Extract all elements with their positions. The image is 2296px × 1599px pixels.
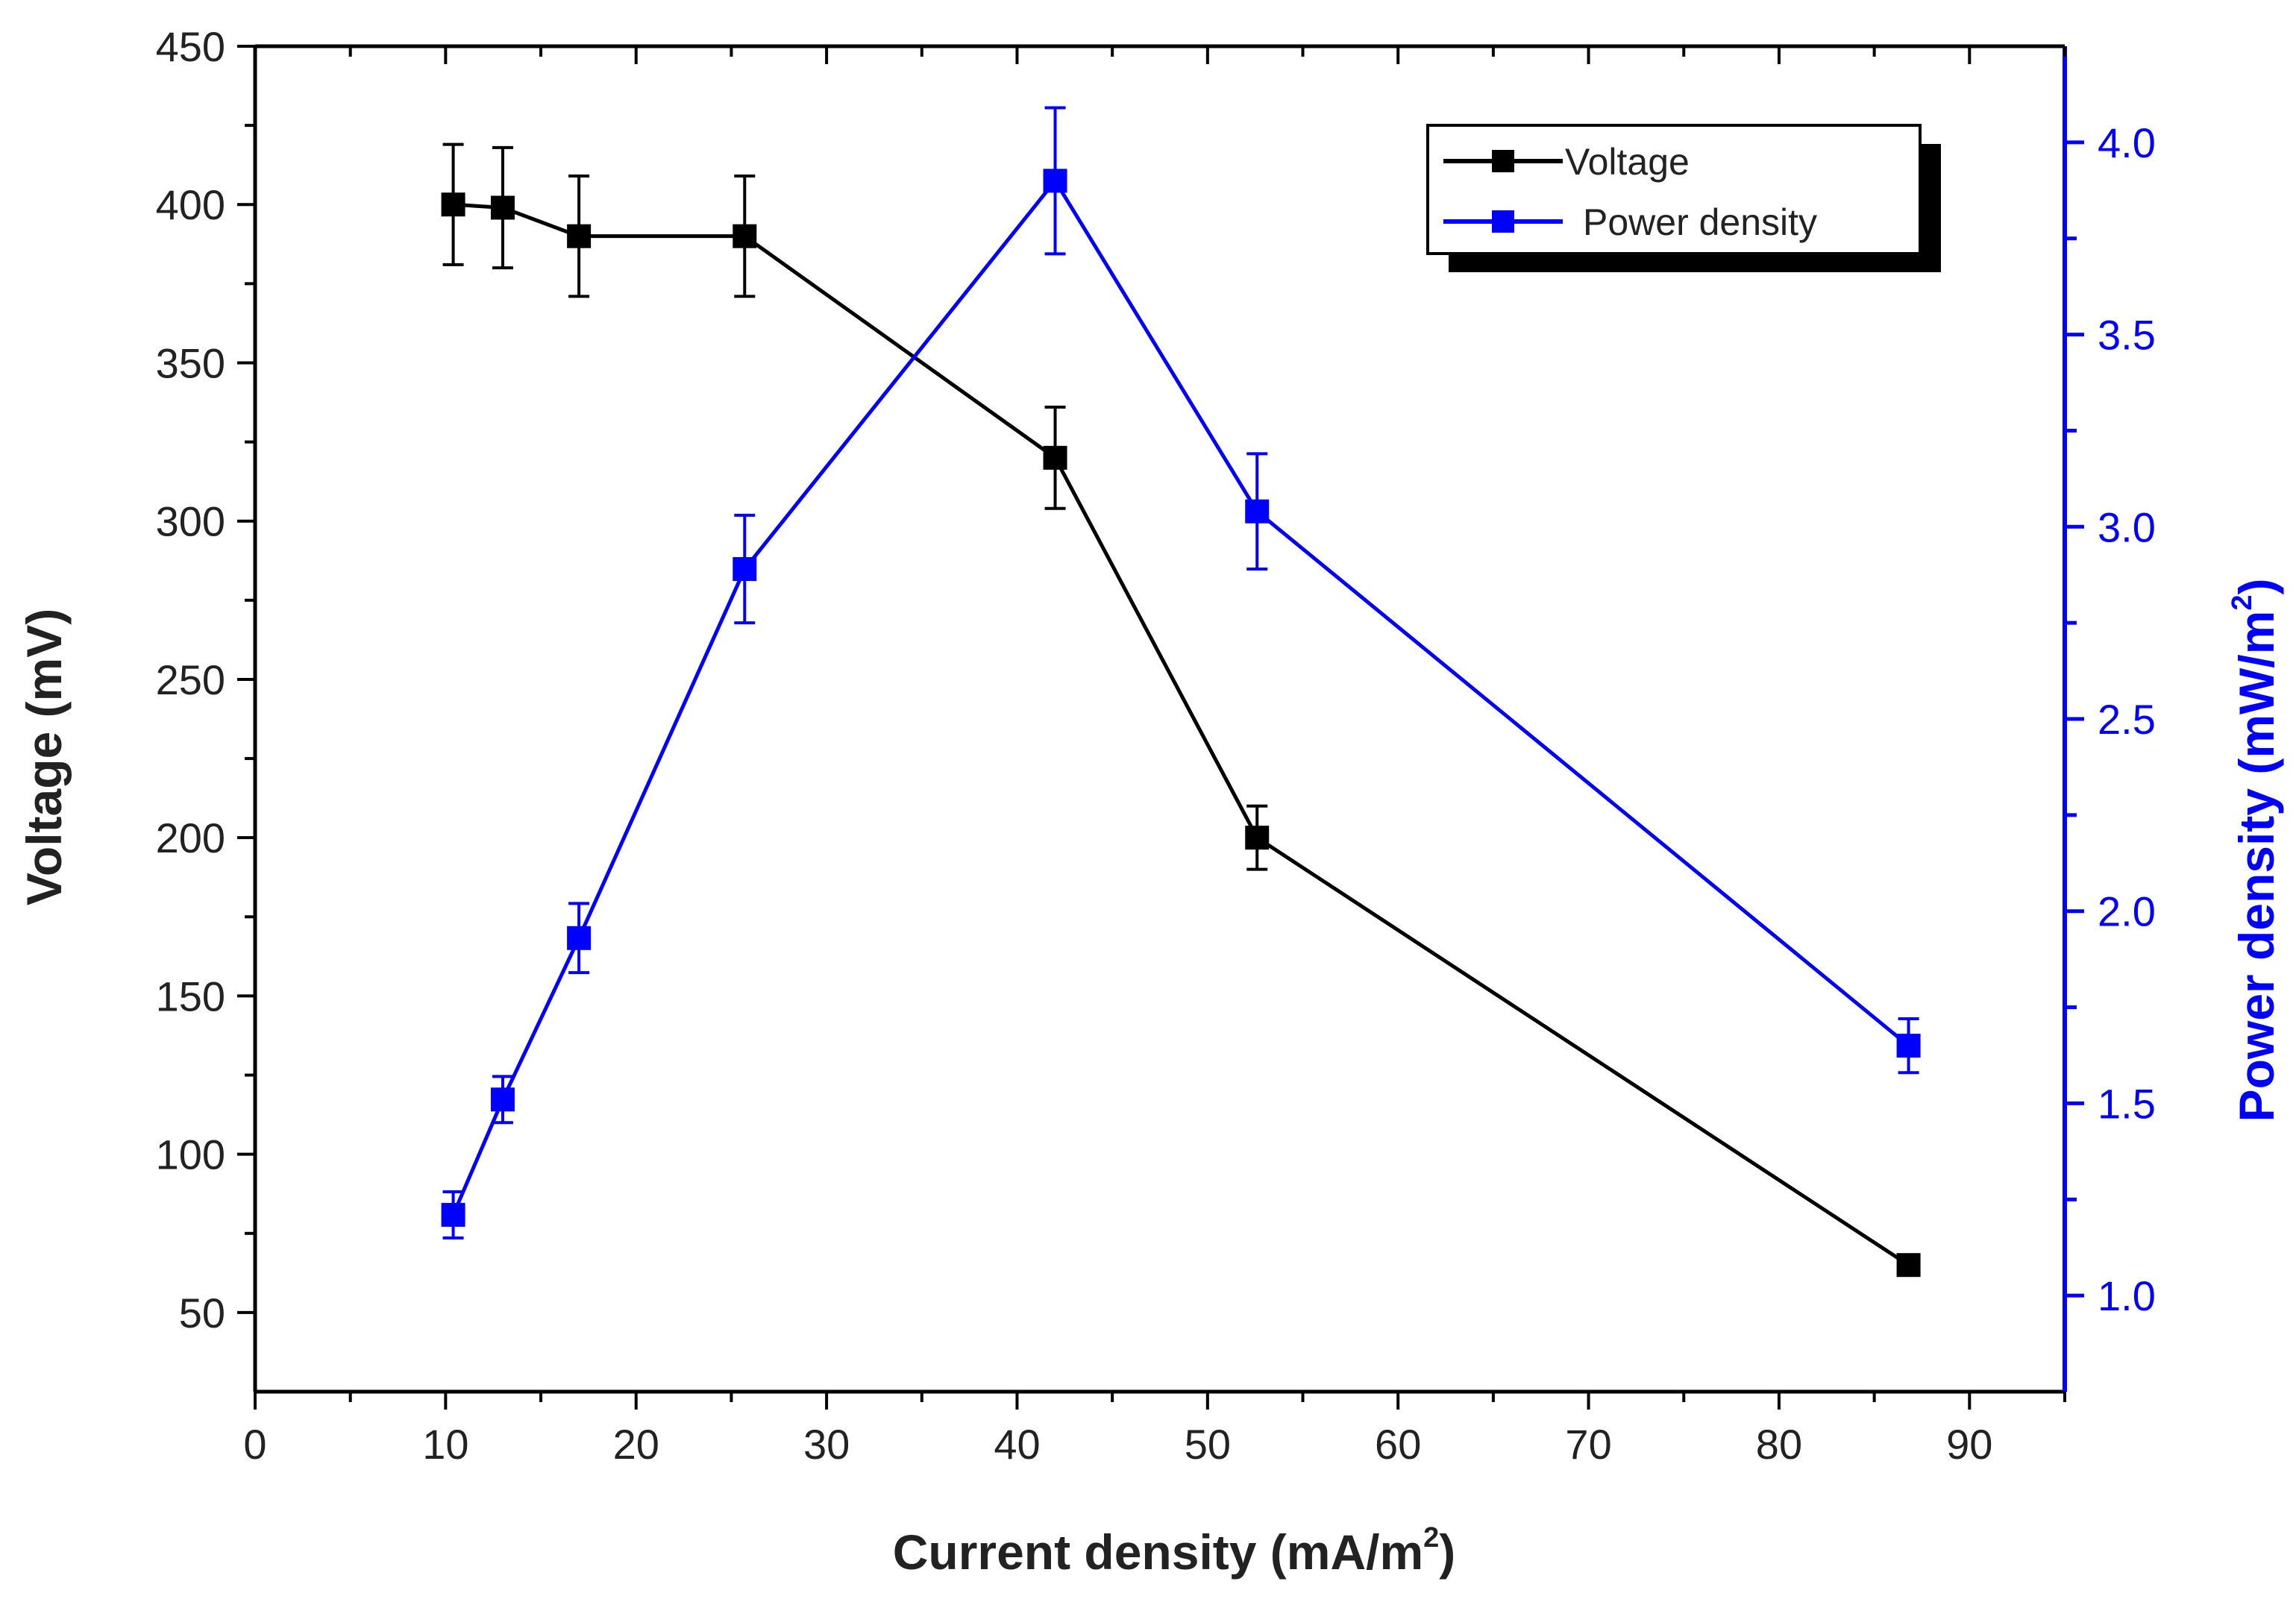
x-tick-label: 90 <box>1946 1421 1992 1468</box>
x-tick-label: 50 <box>1185 1421 1231 1468</box>
data-point <box>1896 1253 1921 1278</box>
series-power-density <box>441 106 1921 1240</box>
data-point <box>490 195 515 220</box>
data-point <box>490 1087 515 1112</box>
data-point <box>1043 169 1067 193</box>
legend-power-marker <box>1492 210 1514 233</box>
x-tick-label: 30 <box>803 1421 850 1468</box>
x-tick-label: 10 <box>422 1421 468 1468</box>
legend-power-label: Power density <box>1583 201 1817 243</box>
x-tick-label: 0 <box>243 1421 266 1468</box>
x-axis-title-sup: 2 <box>1423 1522 1439 1554</box>
series-layer <box>441 106 1921 1278</box>
x-tick-label: 70 <box>1565 1421 1611 1468</box>
plot-frame <box>253 44 2067 1394</box>
y-right-tick-label: 2.5 <box>2098 696 2156 743</box>
series-voltage <box>441 142 1921 1278</box>
x-tick-label: 40 <box>994 1421 1040 1468</box>
legend-voltage-marker <box>1492 150 1514 172</box>
data-point <box>567 224 592 248</box>
y-axis-right: 1.0 1.5 2.0 2.5 3.0 3.5 4.0 <box>2065 119 2156 1319</box>
y-axis-right-title-sup: 2 <box>2227 595 2258 611</box>
y-left-tick-label: 150 <box>156 973 225 1020</box>
y-right-tick-label: 4.0 <box>2098 119 2156 166</box>
y-left-tick-label: 200 <box>156 814 225 861</box>
data-point <box>733 224 757 248</box>
data-point <box>733 556 757 581</box>
y-axis-left: 50 100 150 200 250 300 350 400 450 <box>156 23 255 1336</box>
x-tick-label: 60 <box>1375 1421 1421 1468</box>
data-point <box>441 1202 465 1227</box>
y-left-tick-label: 100 <box>156 1131 225 1178</box>
y-right-tick-label: 1.0 <box>2098 1272 2156 1319</box>
data-point <box>1245 499 1270 524</box>
x-axis: 0 10 20 30 40 50 60 70 80 90 <box>243 46 2066 1468</box>
y-right-tick-label: 3.0 <box>2098 503 2156 550</box>
data-point <box>441 192 465 217</box>
y-left-tick-label: 250 <box>156 656 225 703</box>
data-point <box>1043 445 1067 470</box>
legend: Voltage Power density <box>1426 124 1941 272</box>
y-right-tick-label: 2.0 <box>2098 888 2156 935</box>
legend-item-power-density: Power density <box>1443 201 1817 243</box>
data-point <box>1896 1034 1921 1058</box>
y-left-tick-label: 350 <box>156 339 225 386</box>
y-left-tick-label: 450 <box>156 23 225 70</box>
x-tick-label: 20 <box>613 1421 659 1468</box>
x-axis-title: Current density (mA/m2) <box>893 1522 1456 1580</box>
y-left-tick-label: 400 <box>156 181 225 228</box>
y-left-tick-label: 300 <box>156 498 225 545</box>
y-axis-right-title-close: ) <box>2229 579 2284 595</box>
y-axis-right-title: Power density (mW/m2) <box>2227 579 2284 1122</box>
data-point <box>1245 826 1270 850</box>
y-right-tick-label: 3.5 <box>2098 312 2156 359</box>
y-axis-left-title: Voltage (mV) <box>16 609 72 905</box>
legend-voltage-label: Voltage <box>1565 141 1690 183</box>
x-tick-label: 80 <box>1756 1421 1802 1468</box>
y-right-tick-label: 1.5 <box>2098 1080 2156 1127</box>
data-point <box>567 926 592 950</box>
y-left-tick-label: 50 <box>179 1289 225 1336</box>
legend-item-voltage: Voltage <box>1443 141 1690 183</box>
x-axis-title-close: ) <box>1439 1524 1455 1580</box>
